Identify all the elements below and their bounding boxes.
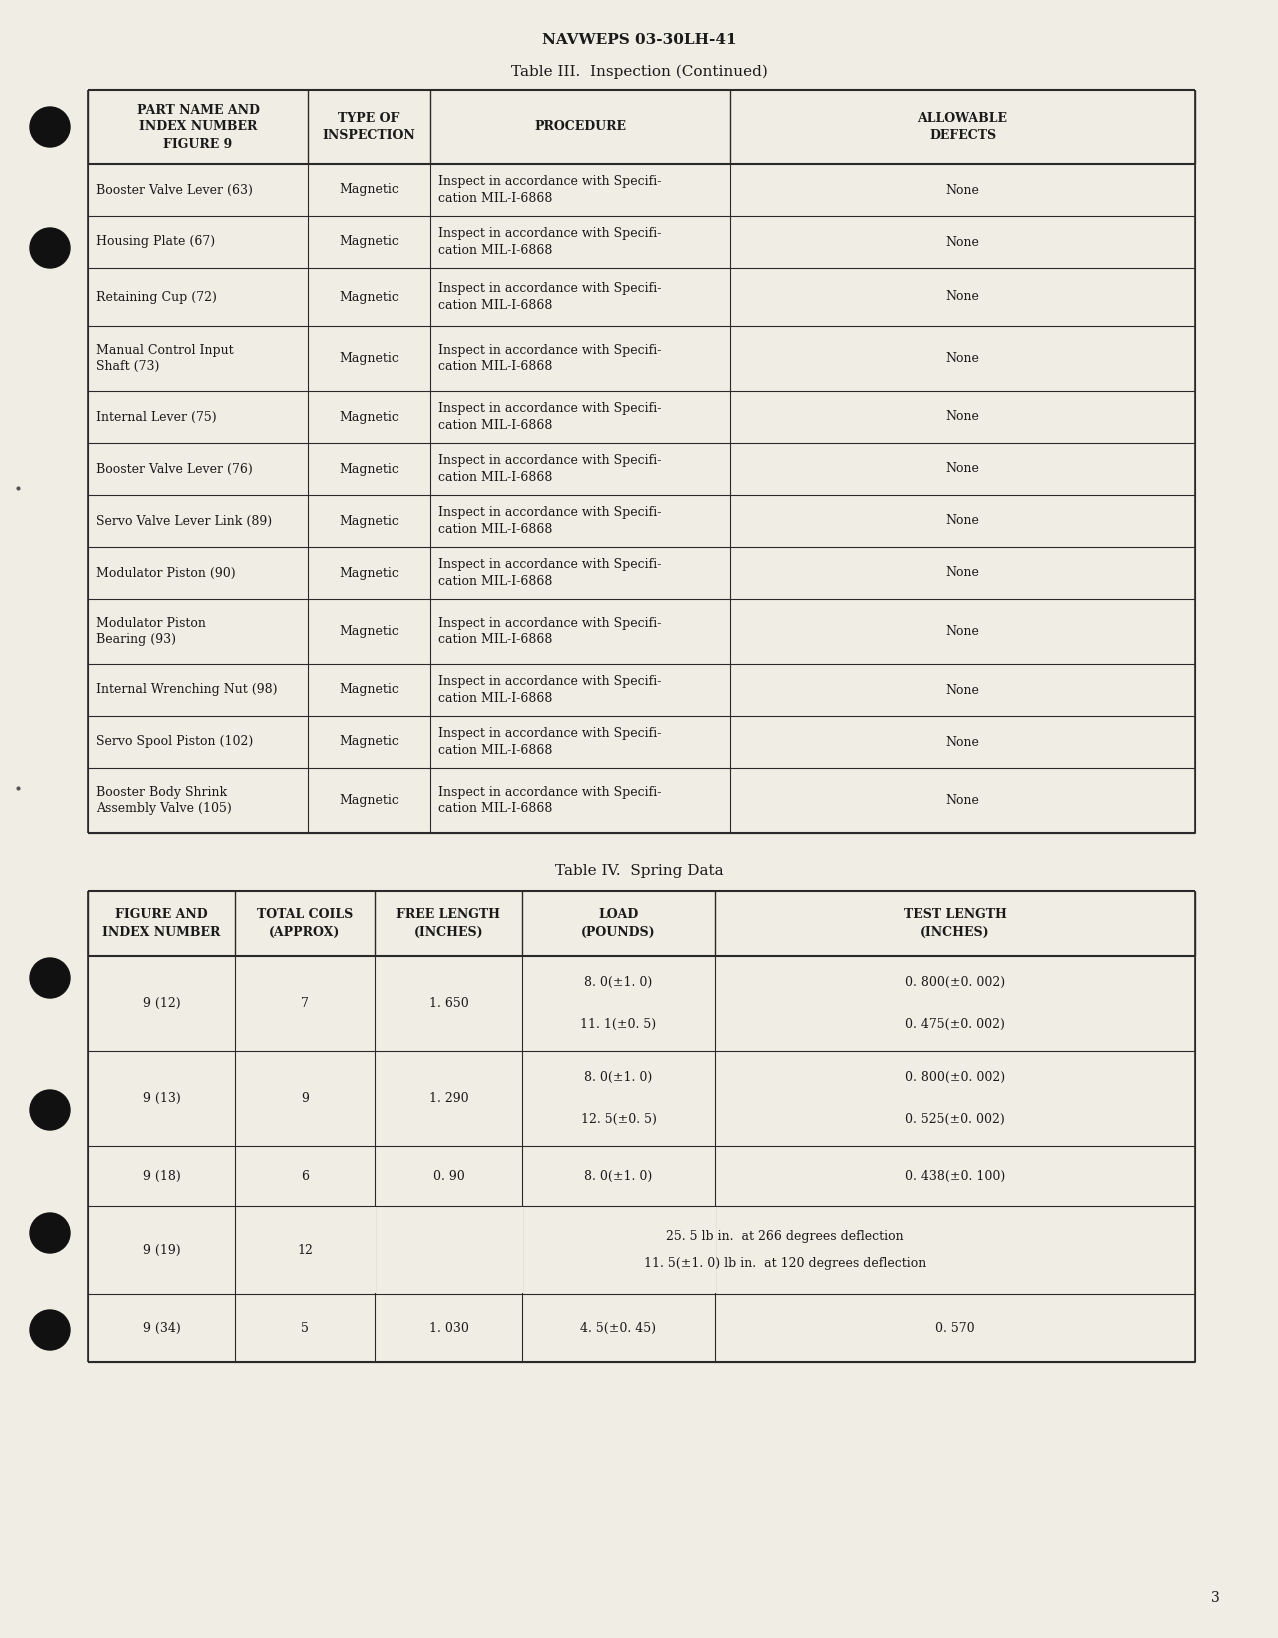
Text: FREE LENGTH
(INCHES): FREE LENGTH (INCHES) [396,909,501,939]
Text: 12. 5(±0. 5): 12. 5(±0. 5) [580,1112,657,1125]
Text: PART NAME AND
INDEX NUMBER
FIGURE 9: PART NAME AND INDEX NUMBER FIGURE 9 [137,103,259,151]
Text: Magnetic: Magnetic [339,352,399,365]
Text: Servo Valve Lever Link (89): Servo Valve Lever Link (89) [96,514,272,527]
Text: 0. 438(±0. 100): 0. 438(±0. 100) [905,1170,1005,1183]
Text: Modulator Piston (90): Modulator Piston (90) [96,567,235,580]
Text: 9: 9 [302,1093,309,1106]
Text: Booster Body Shrink
Assembly Valve (105): Booster Body Shrink Assembly Valve (105) [96,786,231,816]
Text: 1. 290: 1. 290 [428,1093,468,1106]
Text: None: None [946,735,979,749]
Text: 25. 5 lb in.  at 266 degrees deflection: 25. 5 lb in. at 266 degrees deflection [666,1230,904,1243]
Text: Magnetic: Magnetic [339,236,399,249]
Text: Inspect in accordance with Specifi-
cation MIL-I-6868: Inspect in accordance with Specifi- cati… [438,618,662,647]
Text: Magnetic: Magnetic [339,735,399,749]
Text: 0. 800(±0. 002): 0. 800(±0. 002) [905,1071,1005,1084]
Text: None: None [946,183,979,197]
Text: 0. 525(±0. 002): 0. 525(±0. 002) [905,1112,1005,1125]
Text: Inspect in accordance with Specifi-
cation MIL-I-6868: Inspect in accordance with Specifi- cati… [438,454,662,483]
Text: Servo Spool Piston (102): Servo Spool Piston (102) [96,735,253,749]
Text: None: None [946,567,979,580]
Text: 0. 800(±0. 002): 0. 800(±0. 002) [905,976,1005,989]
Text: TOTAL COILS
(APPROX): TOTAL COILS (APPROX) [257,909,353,939]
Text: 3: 3 [1212,1590,1220,1605]
Text: Inspect in accordance with Specifi-
cation MIL-I-6868: Inspect in accordance with Specifi- cati… [438,727,662,757]
Text: Magnetic: Magnetic [339,683,399,696]
Text: 9 (34): 9 (34) [143,1322,180,1335]
Text: 9 (19): 9 (19) [143,1243,180,1256]
Text: Inspect in accordance with Specifi-
cation MIL-I-6868: Inspect in accordance with Specifi- cati… [438,344,662,373]
Text: 7: 7 [302,998,309,1011]
Text: 1. 650: 1. 650 [428,998,468,1011]
Text: Magnetic: Magnetic [339,290,399,303]
Text: None: None [946,514,979,527]
Text: None: None [946,352,979,365]
Text: Internal Wrenching Nut (98): Internal Wrenching Nut (98) [96,683,277,696]
Text: Inspect in accordance with Specifi-
cation MIL-I-6868: Inspect in accordance with Specifi- cati… [438,282,662,311]
Text: TYPE OF
INSPECTION: TYPE OF INSPECTION [322,111,415,143]
Text: ALLOWABLE
DEFECTS: ALLOWABLE DEFECTS [918,111,1007,143]
Text: 8. 0(±1. 0): 8. 0(±1. 0) [584,1071,653,1084]
Text: 8. 0(±1. 0): 8. 0(±1. 0) [584,1170,653,1183]
Text: Inspect in accordance with Specifi-
cation MIL-I-6868: Inspect in accordance with Specifi- cati… [438,559,662,588]
Text: Magnetic: Magnetic [339,794,399,808]
Text: Inspect in accordance with Specifi-
cation MIL-I-6868: Inspect in accordance with Specifi- cati… [438,786,662,816]
Text: Magnetic: Magnetic [339,514,399,527]
Text: None: None [946,626,979,637]
Text: Booster Valve Lever (76): Booster Valve Lever (76) [96,462,253,475]
Text: 5: 5 [302,1322,309,1335]
Text: Internal Lever (75): Internal Lever (75) [96,411,217,424]
Text: Booster Valve Lever (63): Booster Valve Lever (63) [96,183,253,197]
Circle shape [29,106,70,147]
Text: Inspect in accordance with Specifi-
cation MIL-I-6868: Inspect in accordance with Specifi- cati… [438,403,662,432]
Text: 9 (12): 9 (12) [143,998,180,1011]
Text: FIGURE AND
INDEX NUMBER: FIGURE AND INDEX NUMBER [102,909,221,939]
Text: None: None [946,236,979,249]
Text: Housing Plate (67): Housing Plate (67) [96,236,215,249]
Text: TEST LENGTH
(INCHES): TEST LENGTH (INCHES) [904,909,1007,939]
Text: None: None [946,290,979,303]
Text: PROCEDURE: PROCEDURE [534,121,626,134]
Text: Retaining Cup (72): Retaining Cup (72) [96,290,217,303]
Circle shape [29,958,70,998]
Text: 0. 475(±0. 002): 0. 475(±0. 002) [905,1017,1005,1030]
Text: Magnetic: Magnetic [339,411,399,424]
Text: Table III.  Inspection (Continued): Table III. Inspection (Continued) [511,66,767,79]
Text: None: None [946,794,979,808]
Text: 8. 0(±1. 0): 8. 0(±1. 0) [584,976,653,989]
Text: Magnetic: Magnetic [339,462,399,475]
Text: 9 (18): 9 (18) [143,1170,180,1183]
Text: Magnetic: Magnetic [339,626,399,637]
Text: 4. 5(±0. 45): 4. 5(±0. 45) [580,1322,657,1335]
Text: None: None [946,462,979,475]
Text: 1. 030: 1. 030 [428,1322,469,1335]
Text: Magnetic: Magnetic [339,183,399,197]
Text: 12: 12 [296,1243,313,1256]
Text: Modulator Piston
Bearing (93): Modulator Piston Bearing (93) [96,618,206,647]
Circle shape [29,1089,70,1130]
Text: Table IV.  Spring Data: Table IV. Spring Data [555,863,723,878]
Text: 11. 1(±0. 5): 11. 1(±0. 5) [580,1017,657,1030]
Text: Inspect in accordance with Specifi-
cation MIL-I-6868: Inspect in accordance with Specifi- cati… [438,228,662,257]
Text: 0. 570: 0. 570 [935,1322,975,1335]
Text: LOAD
(POUNDS): LOAD (POUNDS) [581,909,656,939]
Text: 6: 6 [302,1170,309,1183]
Text: Inspect in accordance with Specifi-
cation MIL-I-6868: Inspect in accordance with Specifi- cati… [438,175,662,205]
Text: None: None [946,411,979,424]
Text: Inspect in accordance with Specifi-
cation MIL-I-6868: Inspect in accordance with Specifi- cati… [438,506,662,536]
Text: Manual Control Input
Shaft (73): Manual Control Input Shaft (73) [96,344,234,373]
Text: 9 (13): 9 (13) [143,1093,180,1106]
Circle shape [29,228,70,269]
Text: 11. 5(±1. 0) lb in.  at 120 degrees deflection: 11. 5(±1. 0) lb in. at 120 degrees defle… [644,1256,927,1269]
Text: None: None [946,683,979,696]
Text: Inspect in accordance with Specifi-
cation MIL-I-6868: Inspect in accordance with Specifi- cati… [438,675,662,704]
Text: NAVWEPS 03-30LH-41: NAVWEPS 03-30LH-41 [542,33,736,48]
Text: 0. 90: 0. 90 [433,1170,464,1183]
Circle shape [29,1214,70,1253]
Circle shape [29,1310,70,1350]
Text: Magnetic: Magnetic [339,567,399,580]
